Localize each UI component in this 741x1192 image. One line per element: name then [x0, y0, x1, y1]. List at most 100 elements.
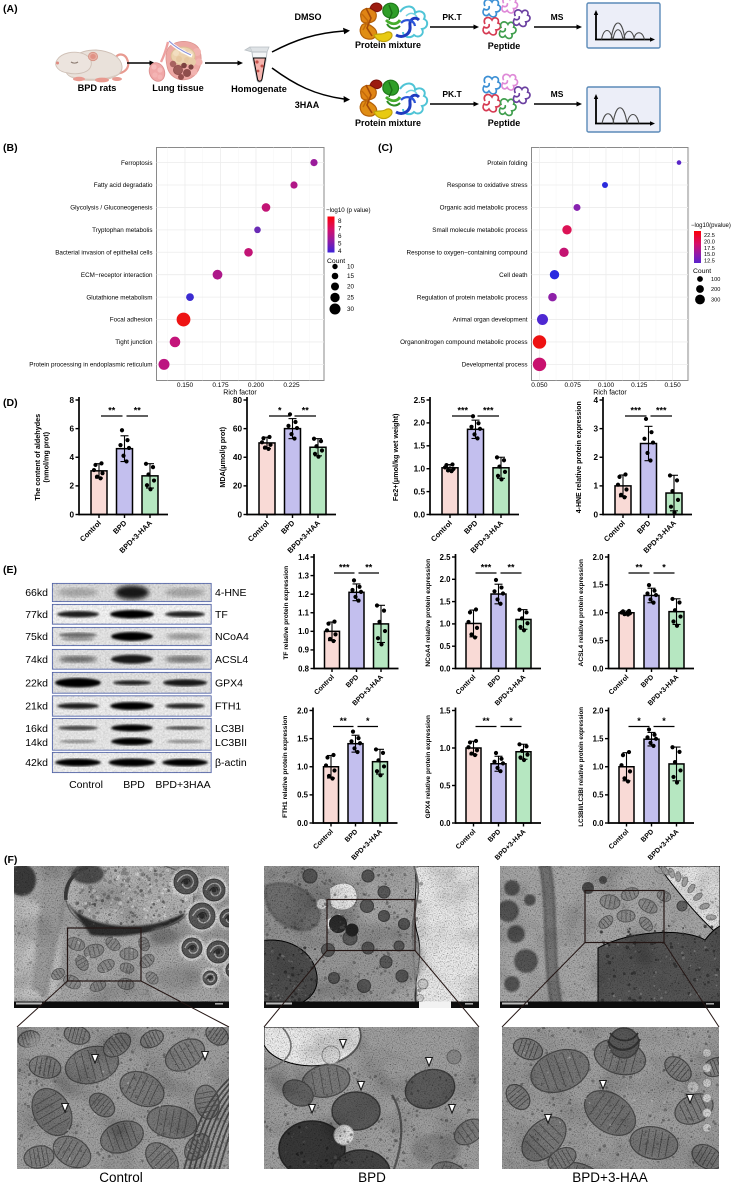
svg-text:0.0: 0.0 [593, 664, 605, 673]
svg-text:*: * [662, 563, 666, 573]
svg-text:0.125: 0.125 [631, 382, 648, 389]
svg-text:BPD+3HAA: BPD+3HAA [155, 779, 210, 791]
svg-text:0: 0 [593, 510, 598, 519]
svg-text:ACSL4: ACSL4 [215, 654, 248, 666]
svg-text:Ferroptosis: Ferroptosis [121, 160, 153, 167]
svg-text:NCoA4: NCoA4 [215, 631, 249, 643]
svg-text:***: *** [339, 563, 350, 573]
svg-text:(D): (D) [3, 397, 18, 409]
svg-text:LC3BII: LC3BII [215, 737, 247, 749]
svg-text:Tryptophan metabolis: Tryptophan metabolis [92, 227, 152, 234]
svg-text:MS: MS [551, 12, 564, 22]
svg-text:Peptide: Peptide [488, 41, 521, 51]
svg-text:β-actin: β-actin [215, 757, 247, 769]
svg-text:**: ** [482, 716, 490, 726]
svg-text:Regulation of protein metaboli: Regulation of protein metabolic process [417, 294, 528, 301]
svg-text:7: 7 [338, 226, 342, 233]
svg-text:(E): (E) [3, 564, 17, 576]
svg-text:*: * [662, 716, 666, 726]
svg-text:TF: TF [215, 609, 228, 621]
svg-text:**: ** [635, 563, 643, 573]
svg-text:2.0: 2.0 [440, 575, 452, 584]
svg-text:30: 30 [347, 306, 355, 313]
svg-text:0.0: 0.0 [440, 819, 452, 828]
svg-text:Protein folding: Protein folding [487, 160, 528, 167]
svg-text:NCoA4 relative protein express: NCoA4 relative protein expression [425, 559, 432, 667]
svg-text:15: 15 [347, 273, 355, 280]
svg-text:Count: Count [327, 258, 345, 265]
svg-text:Organic acid metabolic process: Organic acid metabolic process [440, 205, 528, 212]
svg-text:42kd: 42kd [25, 757, 48, 769]
svg-text:***: *** [481, 563, 492, 573]
svg-text:0: 0 [237, 510, 242, 519]
svg-text:Control: Control [99, 1170, 143, 1185]
svg-text:ACSL4 relative protein express: ACSL4 relative protein expression [578, 559, 585, 666]
svg-text:Small molecule metabolic proce: Small molecule metabolic process [432, 227, 527, 234]
svg-text:20: 20 [233, 482, 243, 491]
svg-text:0.5: 0.5 [414, 487, 426, 496]
svg-text:8: 8 [338, 218, 342, 225]
svg-text:**: ** [340, 716, 348, 726]
svg-text:MDA(μmol/g prot): MDA(μmol/g prot) [218, 426, 227, 487]
svg-text:Glycolysis / Gluconeogenesis: Glycolysis / Gluconeogenesis [70, 205, 152, 212]
svg-text:PK.T: PK.T [442, 12, 462, 22]
svg-text:0.0: 0.0 [414, 510, 426, 519]
svg-text:*: * [509, 716, 513, 726]
svg-text:300: 300 [711, 298, 720, 304]
svg-text:**: ** [365, 563, 373, 573]
svg-text:1.4: 1.4 [298, 553, 310, 562]
svg-text:77kd: 77kd [25, 609, 48, 621]
svg-text:Homogenate: Homogenate [231, 84, 287, 94]
svg-text:***: *** [656, 406, 667, 416]
svg-text:1.1: 1.1 [298, 609, 310, 618]
svg-text:1.0: 1.0 [298, 627, 310, 636]
svg-text:Tight junction: Tight junction [115, 339, 153, 346]
svg-text:4: 4 [593, 396, 598, 405]
svg-text:DMSO: DMSO [295, 12, 322, 22]
svg-text:FTH1 relative protein expressi: FTH1 relative protein expression [282, 716, 289, 818]
svg-text:Control: Control [69, 779, 103, 791]
svg-text:Protein processing in endoplas: Protein processing in endoplasmic reticu… [29, 362, 152, 369]
svg-text:Protein mixture: Protein mixture [355, 40, 421, 50]
svg-text:100: 100 [711, 277, 720, 283]
svg-text:2.0: 2.0 [414, 419, 426, 428]
svg-text:0.050: 0.050 [531, 382, 548, 389]
svg-text:12.5: 12.5 [704, 259, 715, 265]
svg-text:Lung tissue: Lung tissue [152, 83, 204, 93]
svg-text:75kd: 75kd [25, 631, 48, 643]
svg-text:1.0: 1.0 [414, 465, 426, 474]
svg-text:(nmol/mg prot): (nmol/mg prot) [41, 431, 50, 482]
svg-text:*: * [278, 406, 282, 416]
svg-text:BPD rats: BPD rats [78, 83, 117, 93]
svg-text:0.175: 0.175 [212, 382, 229, 389]
svg-text:Organonitrogen compound metabo: Organonitrogen compound metabolic proces… [400, 339, 527, 346]
svg-text:66kd: 66kd [25, 587, 48, 599]
svg-text:**: ** [507, 563, 515, 573]
svg-text:16kd: 16kd [25, 723, 48, 735]
svg-text:1.5: 1.5 [593, 734, 605, 743]
svg-text:10: 10 [347, 264, 355, 271]
svg-text:4-HNE: 4-HNE [215, 587, 247, 599]
svg-text:−log10(pvalue): −log10(pvalue) [691, 223, 731, 229]
svg-text:BPD: BPD [123, 779, 145, 791]
svg-text:PK.T: PK.T [442, 89, 462, 99]
svg-text:200: 200 [711, 287, 720, 293]
svg-text:1.0: 1.0 [440, 744, 452, 753]
svg-text:***: *** [483, 406, 494, 416]
svg-text:(C): (C) [378, 142, 393, 154]
svg-text:0.8: 0.8 [298, 664, 310, 673]
svg-text:1.5: 1.5 [414, 442, 426, 451]
svg-text:FTH1: FTH1 [215, 701, 241, 713]
svg-text:20.0: 20.0 [704, 239, 715, 245]
svg-text:BPD: BPD [358, 1170, 386, 1185]
svg-text:1.2: 1.2 [298, 590, 310, 599]
svg-text:21kd: 21kd [25, 701, 48, 713]
svg-text:(B): (B) [3, 142, 18, 154]
svg-text:**: ** [134, 406, 142, 416]
svg-text:0.0: 0.0 [297, 819, 309, 828]
svg-text:17.5: 17.5 [704, 246, 715, 252]
svg-text:*: * [637, 716, 641, 726]
svg-text:0.0: 0.0 [593, 819, 605, 828]
svg-text:0.150: 0.150 [177, 382, 194, 389]
svg-text:1.3: 1.3 [298, 571, 310, 580]
